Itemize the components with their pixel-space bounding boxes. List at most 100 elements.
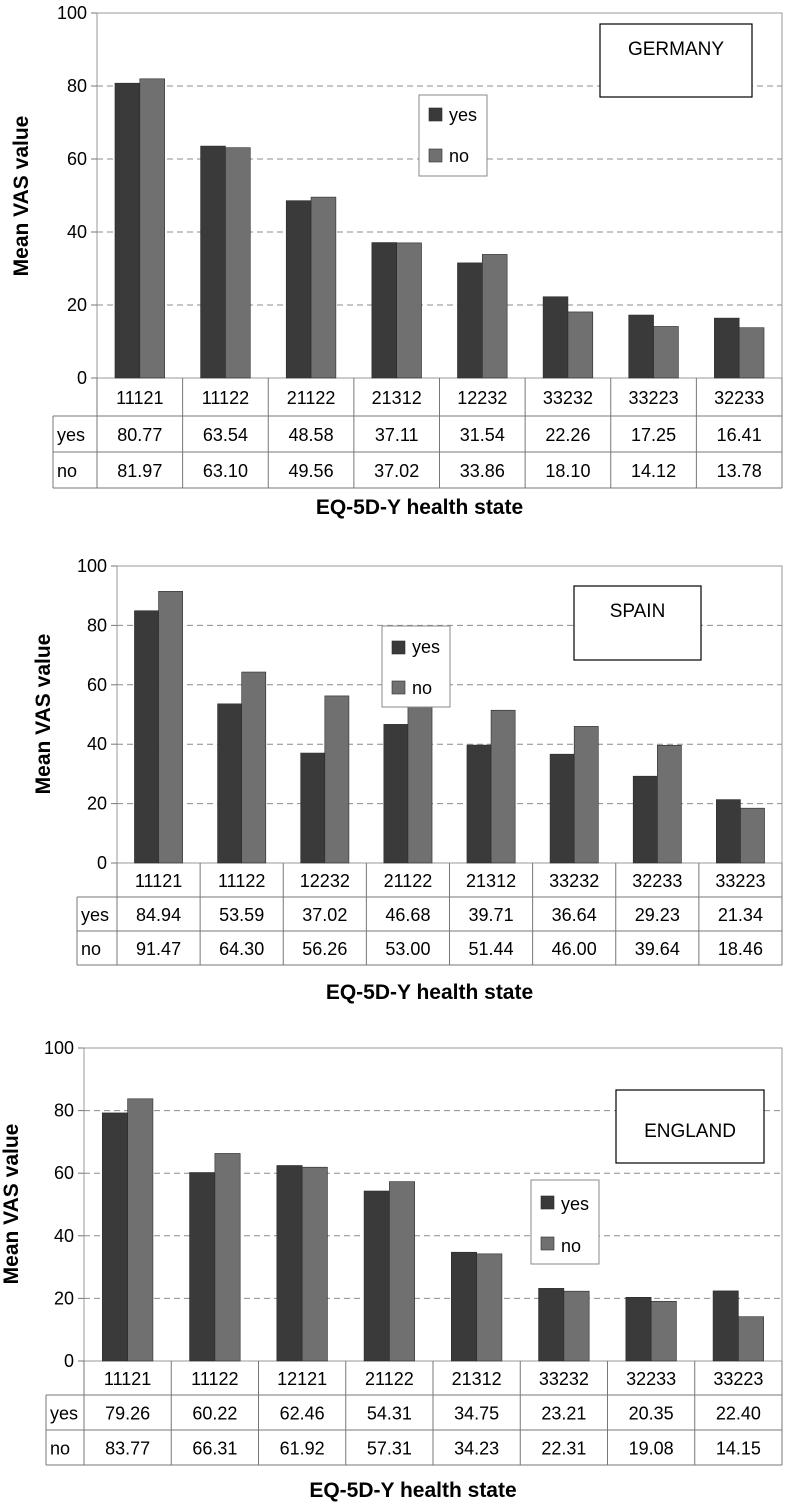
- chart2-bar-no-33223: [738, 1316, 764, 1362]
- chart0-title-box: [599, 23, 753, 98]
- chart1-y-tick-label: 20: [87, 794, 107, 814]
- chart0-bar-no-32233: [738, 327, 765, 379]
- chart0-category-label: 21312: [372, 388, 422, 408]
- chart2-bar-no-12121: [301, 1166, 328, 1362]
- chart1-legend-label-no: no: [412, 678, 432, 698]
- chart1-bar-no-33232: [573, 726, 599, 864]
- chart0-bar-yes-32233: [714, 317, 740, 379]
- chart1-y-tick-label: 40: [87, 734, 107, 754]
- chart2-category-label: 11122: [191, 1369, 238, 1389]
- chart0-category-label: 11122: [202, 388, 249, 408]
- chart0-bar-no-33232: [567, 311, 594, 379]
- chart1-category-label: 33232: [549, 871, 599, 891]
- chart1-data-label-yes: 39.71: [469, 905, 514, 925]
- chart0-y-tick-label: 80: [67, 76, 87, 96]
- chart1-bar-no-21122: [407, 705, 433, 864]
- chart1-y-tick-label: 80: [87, 615, 107, 635]
- chart0-bar-yes-11121: [114, 82, 141, 379]
- chart0-data-label-no: 37.02: [374, 461, 419, 481]
- chart2-group: 0 20 40 60 80 100 11121 79.26 83.77 11122 60.22 66.…: [0, 1038, 783, 1502]
- chart1-data-label-no: 64.30: [219, 939, 264, 959]
- chart1-data-label-yes: 46.68: [385, 905, 430, 925]
- chart1-group: 0 20 40 60 80 100 11121 84.94 91.47 11122 53.59 64.…: [32, 556, 783, 1004]
- chart2-legend-swatch-yes: [540, 1195, 555, 1210]
- chart1-data-label-no: 46.00: [552, 939, 597, 959]
- chart1-y-axis-label: Mean VAS value: [32, 634, 55, 795]
- chart2-bar-yes-11122: [189, 1172, 216, 1362]
- chart2-legend-swatch-no: [540, 1236, 555, 1251]
- chart1-y-tick-label: 60: [87, 675, 107, 695]
- chart1-category-label: 33223: [715, 871, 765, 891]
- chart1-category-label: 11121: [135, 871, 182, 891]
- chart2-category-label: 32233: [626, 1369, 676, 1389]
- chart1-bar-no-33223: [740, 807, 765, 864]
- chart1-row-header-no: no: [81, 939, 101, 959]
- chart1-bar-no-32233: [657, 744, 682, 864]
- chart2-legend-label-no: no: [561, 1236, 581, 1256]
- chart0-y-tick-label: 60: [67, 149, 87, 169]
- chart0-data-label-no: 49.56: [289, 461, 334, 481]
- chart0-title: GERMANY: [628, 39, 724, 60]
- chart2-category-label: 33232: [539, 1369, 589, 1389]
- chart1-bar-yes-21312: [466, 744, 492, 864]
- chart1-data-label-no: 91.47: [136, 939, 181, 959]
- chart0-data-label-yes: 37.11: [375, 425, 419, 445]
- chart0-data-label-yes: 63.54: [203, 425, 248, 445]
- chart0-bar-yes-21122: [285, 200, 312, 379]
- chart2-data-label-no: 14.15: [716, 1439, 761, 1459]
- chart1-y-tick-label: 100: [77, 556, 107, 576]
- chart0-bar-yes-12232: [457, 262, 483, 379]
- chart1-data-label-yes: 36.64: [552, 905, 597, 925]
- chart0-data-label-yes: 31.54: [460, 425, 505, 445]
- chart0-data-label-yes: 16.41: [717, 425, 762, 445]
- chart1-bar-yes-12232: [300, 752, 326, 864]
- chart2-title-box: [615, 1089, 765, 1164]
- chart0-y-tick-label: 100: [57, 3, 87, 23]
- chart2-x-axis-label: EQ-5D-Y health state: [309, 1479, 516, 1502]
- chart2-category-label: 11121: [104, 1369, 151, 1389]
- chart0-data-label-no: 63.10: [203, 461, 248, 481]
- chart2-data-label-no: 34.23: [454, 1439, 499, 1459]
- chart1-title-box: [573, 585, 702, 661]
- chart2-data-label-no: 66.31: [192, 1439, 237, 1459]
- chart1-category-label: 21122: [384, 871, 433, 891]
- chart0-bar-no-21312: [396, 242, 422, 379]
- chart2-data-label-no: 57.31: [367, 1439, 412, 1459]
- chart1-bar-yes-33232: [549, 753, 575, 864]
- chart2-category-label: 21122: [365, 1369, 414, 1389]
- chart1-legend-label-yes: yes: [412, 637, 440, 657]
- chart0-y-tick-label: 20: [67, 295, 87, 315]
- chart2-y-tick-label: 60: [54, 1163, 74, 1183]
- chart1-data-label-no: 18.46: [718, 939, 763, 959]
- chart2-data-label-yes: 22.40: [716, 1404, 761, 1424]
- chart1-bar-yes-11121: [134, 610, 159, 864]
- chart0-data-label-yes: 17.25: [631, 425, 676, 445]
- chart0-category-label: 21122: [287, 388, 336, 408]
- chart2-bar-no-11122: [214, 1153, 241, 1362]
- chart0-data-label-no: 13.78: [717, 461, 762, 481]
- chart2-y-tick-label: 80: [54, 1101, 74, 1121]
- chart2-legend-label-yes: yes: [561, 1194, 589, 1214]
- chart2-title: ENGLAND: [644, 1121, 736, 1142]
- chart1-title: SPAIN: [610, 601, 666, 622]
- chart2-y-tick-label: 100: [44, 1038, 74, 1058]
- chart0-bar-yes-11122: [200, 145, 226, 379]
- chart1-legend-swatch-yes: [391, 640, 406, 655]
- chart1-data-label-no: 51.44: [469, 939, 514, 959]
- chart0-category-label: 11121: [116, 388, 163, 408]
- chart0-bar-yes-33232: [542, 296, 569, 379]
- chart0-x-axis-label: EQ-5D-Y health state: [316, 496, 523, 519]
- chart2-data-label-yes: 62.46: [280, 1404, 325, 1424]
- chart0-category-label: 33223: [629, 388, 679, 408]
- chart2-data-label-yes: 23.21: [541, 1404, 586, 1424]
- chart0-data-label-yes: 22.26: [545, 425, 590, 445]
- chart1-category-label: 32233: [632, 871, 682, 891]
- chart0-legend-label-yes: yes: [449, 105, 477, 125]
- chart1-bar-yes-11122: [217, 703, 242, 864]
- chart2-row-header-no: no: [50, 1439, 70, 1459]
- chart0-data-label-no: 33.86: [460, 461, 505, 481]
- chart1-bar-yes-21122: [383, 724, 409, 864]
- chart1-bar-no-11121: [158, 591, 183, 864]
- chart2-row-header-yes: yes: [50, 1404, 78, 1424]
